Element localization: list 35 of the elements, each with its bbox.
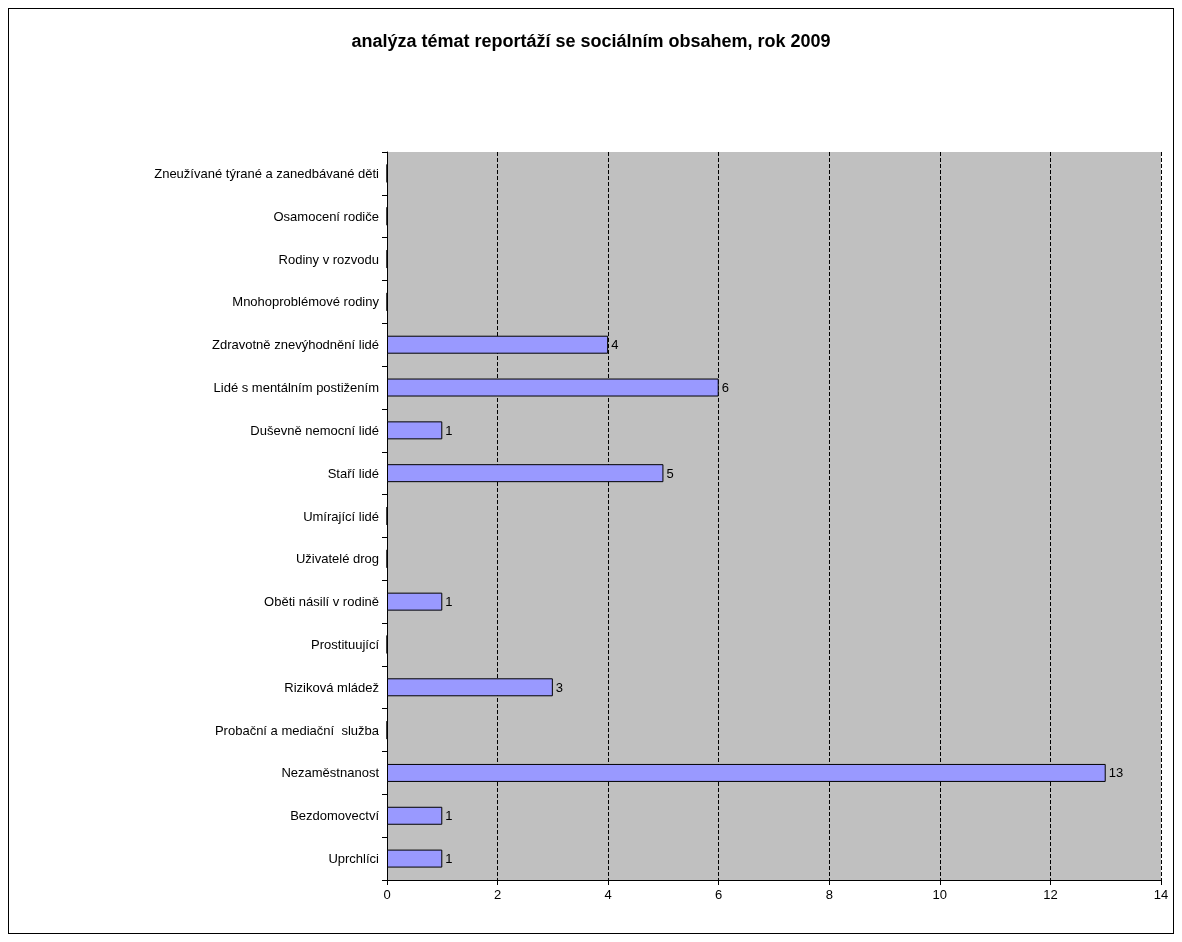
x-tick-label: 4 [604, 887, 612, 902]
data-label: 1 [445, 808, 453, 824]
y-tick-label: Uživatelé drog [295, 551, 379, 567]
y-tick-label: Nezaměstnanost [281, 765, 380, 781]
x-tick-label: 2 [493, 887, 502, 902]
x-tick-label: 12 [1043, 887, 1058, 902]
x-tick-label: 14 [1153, 887, 1169, 902]
x-tick-label: 8 [825, 887, 833, 902]
data-label: 1 [445, 851, 453, 867]
y-tick-label: Riziková mládež [284, 679, 379, 695]
chart-title: analýza témat reportáží se sociálním obsahem, rok 2009 [351, 31, 831, 51]
y-tick-label: Osamocení rodiče [273, 208, 379, 224]
y-tick-label: Uprchlíci [328, 851, 380, 867]
y-tick-label: Probační a mediační služba [214, 722, 380, 738]
x-tick-label: 0 [383, 887, 391, 902]
data-label: 5 [666, 465, 674, 481]
y-tick-label: Zneužívané týrané a zanedbávané děti [154, 165, 380, 181]
y-tick-label: Lidé s mentálním postižením [213, 380, 379, 396]
data-label: 6 [721, 380, 729, 396]
x-tick-label: 10 [932, 887, 948, 902]
y-tick-label: Duševně nemocní lidé [250, 422, 379, 438]
data-label: 1 [445, 594, 453, 610]
data-label: 1 [445, 422, 453, 438]
y-tick-label: Umírající lidé [303, 508, 379, 524]
y-tick-label: Staří lidé [327, 465, 379, 481]
y-tick-label: Mnohoproblémové rodiny [232, 294, 380, 310]
data-label: 3 [555, 679, 564, 695]
y-tick-label: Bezdomovectví [290, 808, 380, 824]
data-label: 4 [611, 337, 619, 353]
y-tick-label: Rodiny v rozvodu [278, 251, 379, 267]
y-tick-label: Prostituující [311, 636, 380, 652]
x-tick-label: 6 [715, 887, 723, 902]
data-label: 13 [1108, 765, 1124, 781]
y-tick-label: Oběti násilí v rodině [264, 594, 379, 610]
y-tick-label: Zdravotně znevýhodnění lidé [212, 337, 379, 353]
